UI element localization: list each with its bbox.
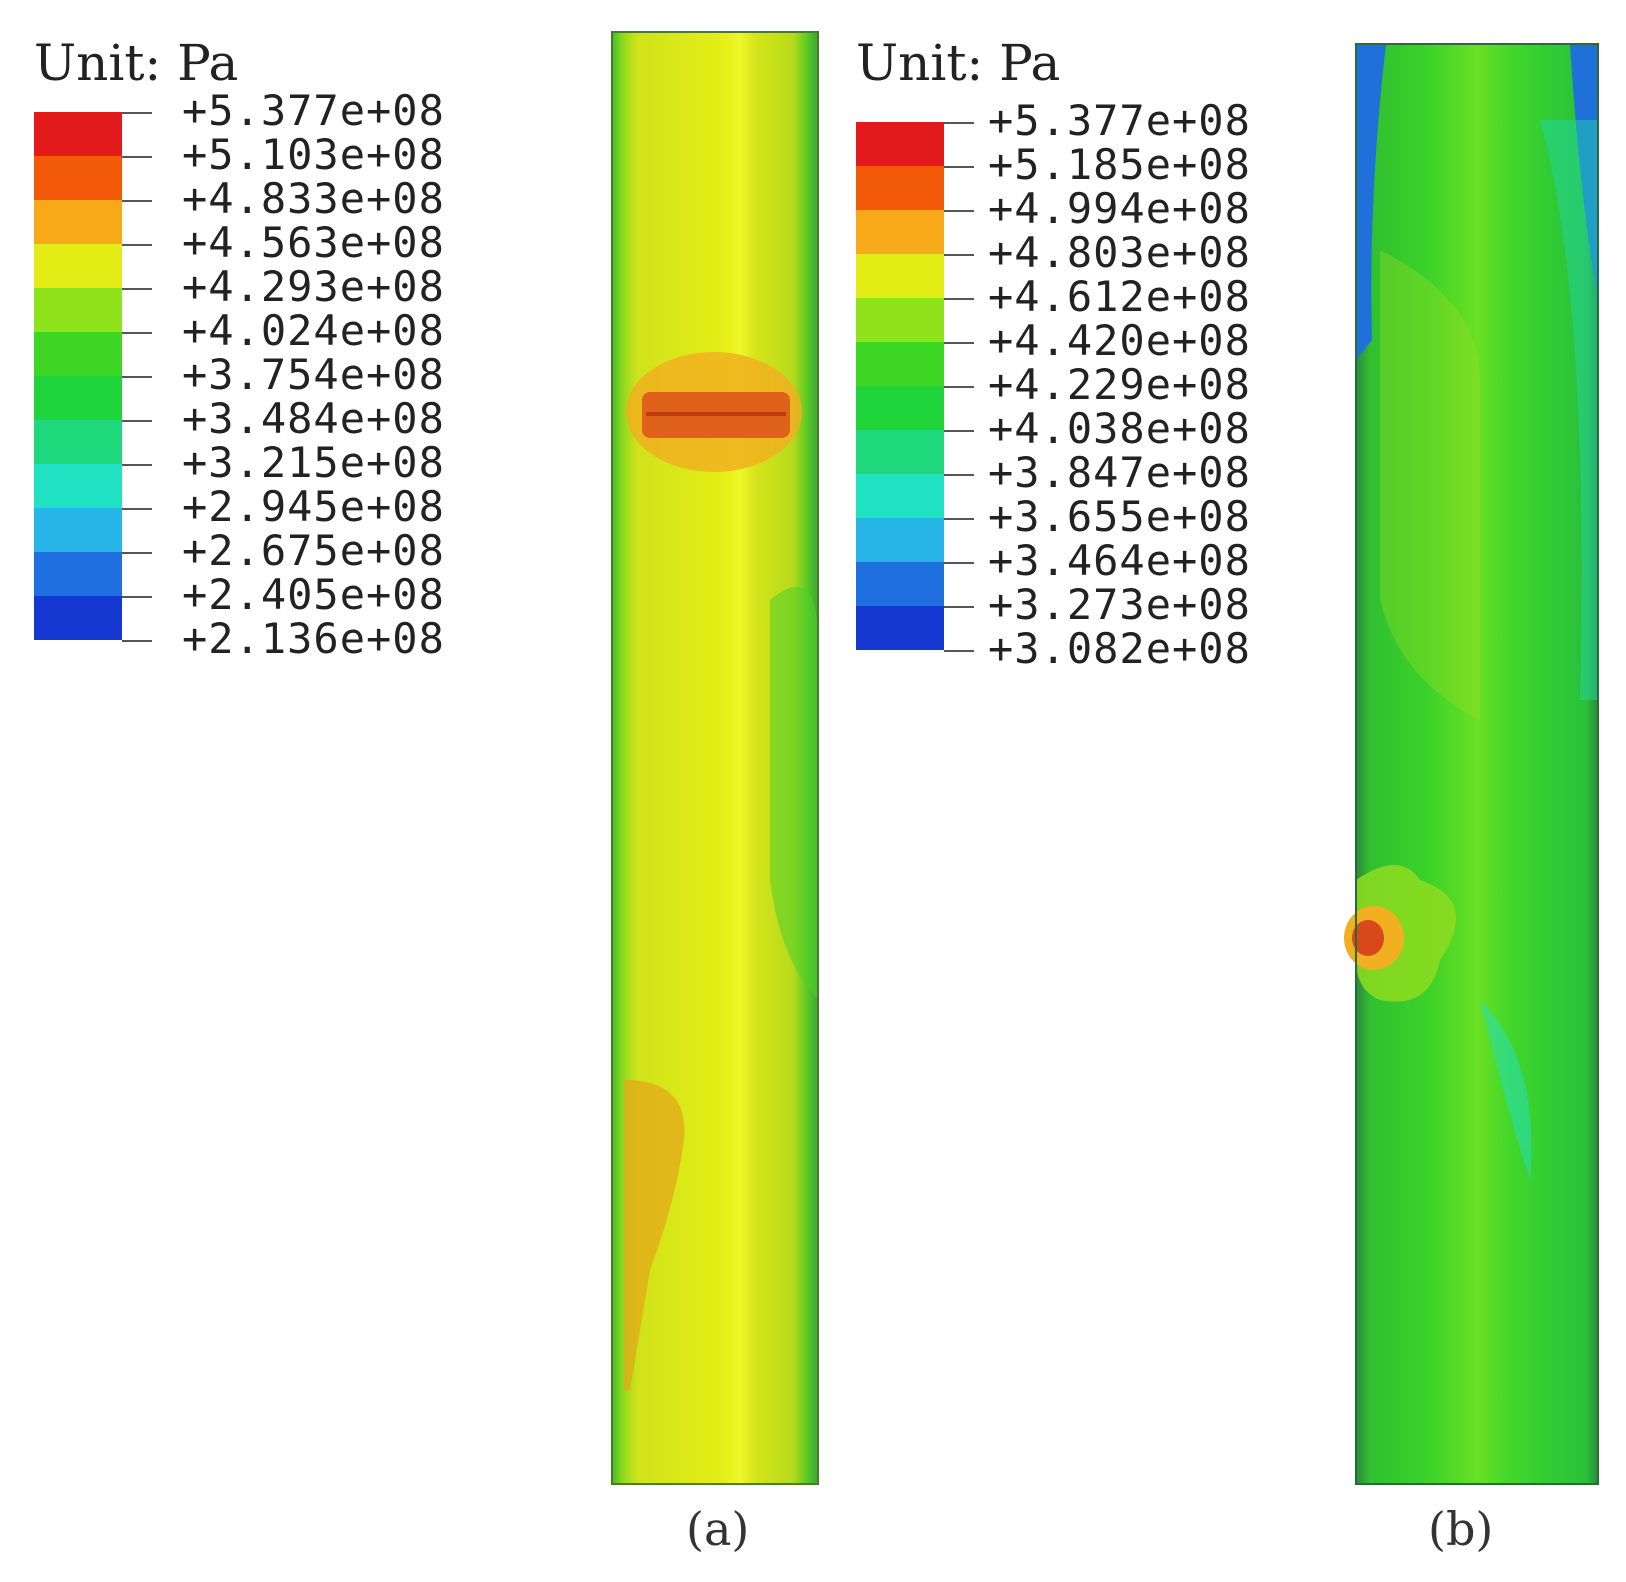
legend-value-2: +5.185e+08 (988, 140, 1251, 189)
legend-swatch-6 (34, 332, 122, 376)
panel-a: Unit: Pa +5.377e+08 +5.103e+08 +4.833e+0… (34, 31, 819, 1556)
blue-zone-right-b (1570, 44, 1598, 300)
legend-swatch-7 (34, 376, 122, 420)
legend-swatch-10 (856, 518, 944, 562)
legend-swatch-12 (856, 606, 944, 650)
legend-swatch-1 (34, 112, 122, 156)
legend-value-11: +3.464e+08 (988, 536, 1251, 585)
crack-region-b (1352, 920, 1384, 956)
legend-value-5: +4.293e+08 (182, 262, 445, 311)
legend-swatch-7 (856, 386, 944, 430)
pipe-contour-b (1344, 43, 1599, 1485)
legend-value-6: +4.420e+08 (988, 316, 1251, 365)
legend-swatch-5 (856, 298, 944, 342)
legend-swatch-11 (34, 552, 122, 596)
legend-value-7: +3.754e+08 (182, 350, 445, 399)
panel-b: Unit: Pa +5.377e+08 +5.185e+08 +4.994e+0… (840, 0, 1626, 1582)
legend-swatch-3 (856, 210, 944, 254)
caption-a: (a) (686, 1502, 750, 1556)
legend-value-13: +2.136e+08 (182, 614, 445, 663)
legend-swatch-9 (34, 464, 122, 508)
pipe-contour-a (611, 31, 819, 1485)
legend-swatch-8 (856, 430, 944, 474)
unit-label: Unit: Pa (34, 34, 239, 92)
legend-swatch-5 (34, 288, 122, 332)
caption-b: (b) (1428, 1502, 1494, 1556)
legend-value-2: +5.103e+08 (182, 130, 445, 179)
legend-swatch-1 (856, 122, 944, 166)
legend-swatch-4 (856, 254, 944, 298)
legend-value-8: +3.484e+08 (182, 394, 445, 443)
legend-value-13: +3.082e+08 (988, 624, 1251, 673)
hot-zone-lower-a (624, 1080, 685, 1390)
legend-swatch-6 (856, 342, 944, 386)
legend-swatch-3 (34, 200, 122, 244)
legend-swatch-12 (34, 596, 122, 640)
green-zone-right-a (770, 586, 818, 1000)
legend-swatch-2 (34, 156, 122, 200)
legend-value-12: +3.273e+08 (988, 580, 1251, 629)
legend-value-1: +5.377e+08 (182, 86, 445, 135)
legend-swatch-9 (856, 474, 944, 518)
legend-swatch-4 (34, 244, 122, 288)
legend-value-3: +4.994e+08 (988, 184, 1251, 233)
legend-value-6: +4.024e+08 (182, 306, 445, 355)
legend-value-7: +4.229e+08 (988, 360, 1251, 409)
legend-value-9: +3.847e+08 (988, 448, 1251, 497)
legend-value-12: +2.405e+08 (182, 570, 445, 619)
pipe-body-b (1356, 44, 1598, 1484)
legend-value-3: +4.833e+08 (182, 174, 445, 223)
legend-swatch-11 (856, 562, 944, 606)
legend-value-11: +2.675e+08 (182, 526, 445, 575)
legend-swatch-10 (34, 508, 122, 552)
yellowgreen-zone-b (1380, 250, 1480, 720)
cyan-zone-mid-b (1480, 1000, 1532, 1180)
legend-value-5: +4.612e+08 (988, 272, 1251, 321)
legend-swatch-8 (34, 420, 122, 464)
cyan-zone-b (1540, 120, 1598, 700)
unit-label: Unit: Pa (856, 34, 1061, 92)
legend-value-10: +3.655e+08 (988, 492, 1251, 541)
legend-value-8: +4.038e+08 (988, 404, 1251, 453)
legend-value-1: +5.377e+08 (988, 96, 1251, 145)
legend-swatch-2 (856, 166, 944, 210)
legend-value-4: +4.803e+08 (988, 228, 1251, 277)
legend-value-10: +2.945e+08 (182, 482, 445, 531)
legend-value-4: +4.563e+08 (182, 218, 445, 267)
blue-zone-left-b (1356, 44, 1386, 360)
legend-value-9: +3.215e+08 (182, 438, 445, 487)
